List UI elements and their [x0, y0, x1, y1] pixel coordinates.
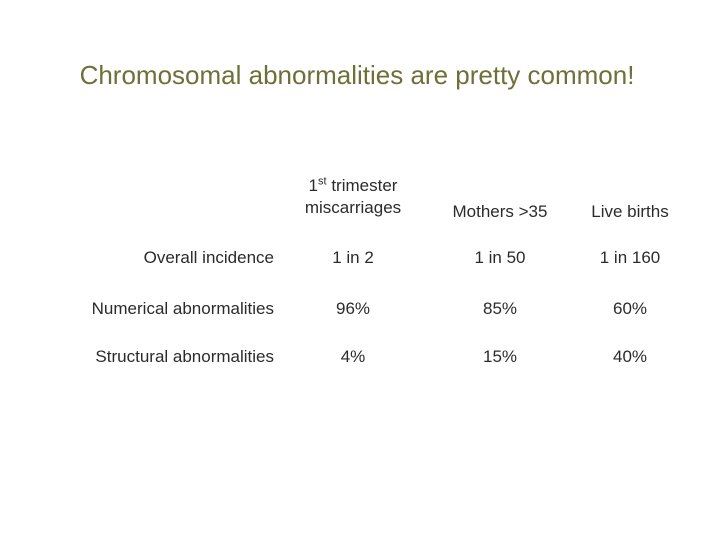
table-cell: 40%	[612, 347, 648, 366]
header-suffix: st	[318, 175, 327, 188]
table-cell: 60%	[612, 299, 648, 318]
column-header: Live births	[591, 202, 669, 221]
header-number: 1	[308, 176, 319, 195]
row-label: Overall incidence	[143, 248, 274, 267]
column-header: 1st trimester miscarriages	[293, 175, 413, 219]
row-label: Structural abnormalities	[95, 347, 274, 366]
row-label: Numerical abnormalities	[91, 299, 274, 318]
table-cell: 4%	[340, 347, 366, 366]
table-cell: 1 in 2	[332, 248, 374, 267]
table-cell: 1 in 160	[599, 248, 661, 267]
slide-title: Chromosomal abnormalities are pretty com…	[79, 60, 635, 90]
table-cell: 1 in 50	[474, 248, 526, 267]
header-text: trimester miscarriages	[304, 176, 402, 217]
column-header: Mothers >35	[452, 202, 548, 221]
table-cell: 96%	[335, 299, 371, 318]
table-cell: 15%	[482, 347, 518, 366]
table-cell: 85%	[482, 299, 518, 318]
